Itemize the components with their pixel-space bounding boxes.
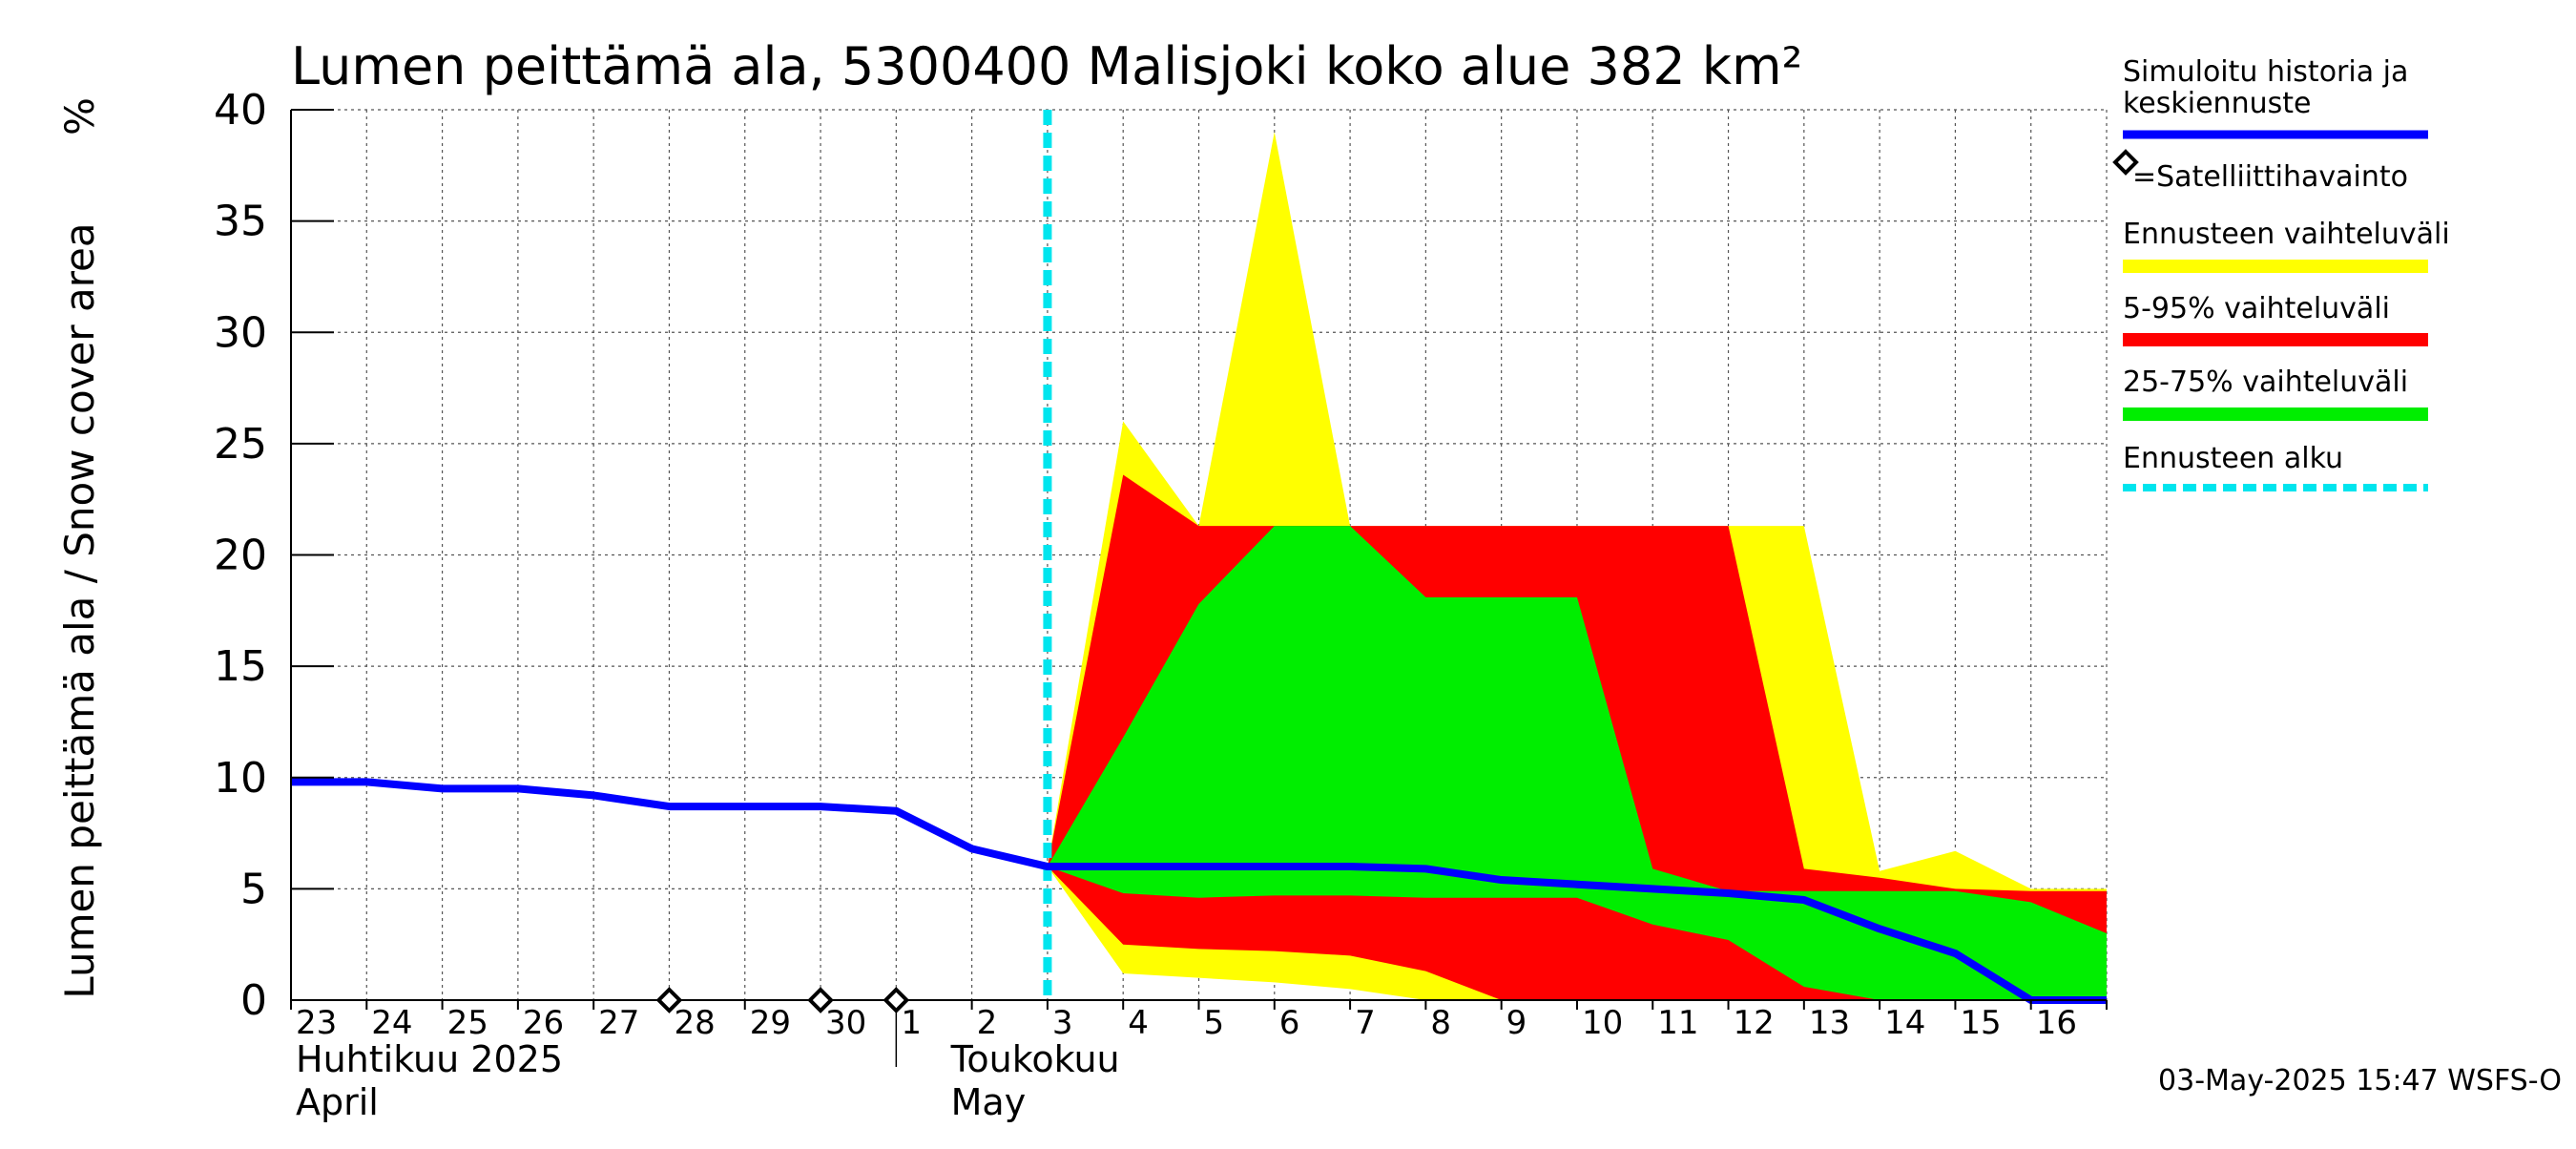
y-tick-label: 40 [214, 86, 267, 135]
x-tick-label: 25 [447, 1004, 488, 1042]
x-tick-label: 29 [750, 1004, 791, 1042]
legend-label-25-75: 25-75% vaihteluväli [2123, 366, 2408, 399]
month-label-secondary: April [296, 1081, 379, 1123]
band-25-75-vaihteluv-li [1047, 526, 2107, 1000]
footer-timestamp: 03-May-2025 15:47 WSFS-O [2158, 1064, 2562, 1097]
x-tick-label: 1 [901, 1004, 922, 1042]
satellite-observation-point [655, 987, 683, 1013]
y-tick-label: 20 [214, 532, 267, 580]
chart-title: Lumen peittämä ala, 5300400 Malisjoki ko… [291, 36, 1802, 96]
x-tick-label: 8 [1430, 1004, 1451, 1042]
month-label-secondary: May [951, 1081, 1027, 1123]
y-axis-label: Lumen peittämä ala / Snow cover area [56, 222, 103, 998]
y-tick-label: 15 [214, 642, 267, 691]
legend-label-satellite: =Satelliittihavainto [2132, 160, 2408, 194]
x-tick-label: 7 [1355, 1004, 1376, 1042]
month-label-primary: Huhtikuu 2025 [296, 1038, 563, 1080]
x-tick-label: 9 [1506, 1004, 1527, 1042]
x-tick-label: 10 [1582, 1004, 1623, 1042]
y-tick-label: 0 [240, 976, 267, 1025]
y-tick-label: 5 [240, 865, 267, 913]
y-tick-label: 35 [214, 198, 267, 246]
simulated-mean-line [291, 778, 2107, 1004]
legend-label-simulated: Simuloitu historia ja [2123, 55, 2408, 89]
x-tick-label: 23 [296, 1004, 337, 1042]
legend-label-forecast-start: Ennusteen alku [2123, 442, 2343, 475]
x-tick-label: 16 [2036, 1004, 2077, 1042]
satellite-observation-point [807, 987, 834, 1013]
x-tick-label: 28 [674, 1004, 715, 1042]
x-tick-label: 5 [1204, 1004, 1225, 1042]
legend-label-simulated-line2: keskiennuste [2123, 87, 2311, 120]
x-tick-label: 11 [1657, 1004, 1698, 1042]
month-label-primary: Toukokuu [950, 1038, 1120, 1080]
legend-label-ensemble-range: Ennusteen vaihteluväli [2123, 218, 2450, 251]
x-tick-label: 3 [1052, 1004, 1073, 1042]
x-tick-label: 13 [1809, 1004, 1850, 1042]
x-tick-label: 27 [598, 1004, 639, 1042]
y-tick-label: 30 [214, 308, 267, 357]
y-tick-label: 25 [214, 420, 267, 469]
x-tick-label: 24 [371, 1004, 412, 1042]
x-tick-label: 14 [1884, 1004, 1925, 1042]
x-tick-label: 4 [1128, 1004, 1149, 1042]
legend-swatch-satellite [2112, 149, 2139, 176]
y-tick-label: 10 [214, 754, 267, 803]
y-axis-unit: % [56, 97, 103, 136]
x-tick-label: 6 [1279, 1004, 1300, 1042]
x-tick-label: 26 [523, 1004, 564, 1042]
x-tick-label: 15 [1960, 1004, 2001, 1042]
satellite-observation-point [883, 987, 910, 1013]
x-tick-label: 2 [977, 1004, 998, 1042]
legend-label-5-95: 5-95% vaihteluväli [2123, 292, 2390, 325]
x-tick-label: 12 [1734, 1004, 1775, 1042]
x-tick-label: 30 [825, 1004, 866, 1042]
